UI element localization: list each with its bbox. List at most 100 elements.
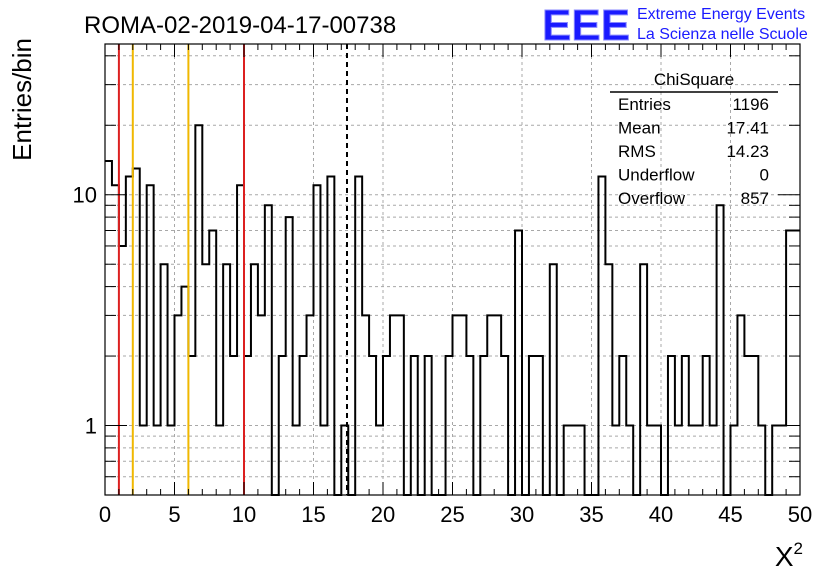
histogram-bin [793, 230, 800, 495]
histogram-bin [202, 264, 209, 495]
histogram-bin [453, 315, 460, 495]
histogram-bin [675, 426, 682, 495]
histogram-bin [195, 125, 202, 495]
stats-row-label: Mean [618, 119, 661, 138]
stats-row-value: 0 [760, 166, 769, 185]
stats-row-label: Underflow [618, 166, 695, 185]
eee-logo-mark: EEE [542, 1, 630, 50]
histogram-bin [682, 356, 689, 495]
x-tick-label: 20 [371, 502, 395, 527]
histogram-bin [140, 426, 147, 495]
histogram-bin [612, 426, 619, 495]
histogram-bin [293, 426, 300, 495]
x-tick-label: 30 [510, 502, 534, 527]
x-tick-label: 0 [99, 502, 111, 527]
histogram-bin [640, 264, 647, 495]
histogram-bin [689, 426, 696, 495]
histogram-bin [279, 356, 286, 495]
histogram-bin [480, 356, 487, 495]
histogram-bin [223, 264, 230, 495]
histogram-bin [786, 230, 793, 495]
y-tick-label: 1 [85, 414, 97, 439]
histogram-bin [175, 315, 182, 495]
histogram-bin [744, 356, 751, 495]
histogram-bin [605, 264, 612, 495]
stats-row-value: 1196 [732, 95, 769, 114]
histogram-bin [571, 426, 578, 495]
stats-row-value: 14.23 [726, 142, 769, 161]
histogram-bin [286, 217, 293, 495]
histogram-bin [668, 356, 675, 495]
x-tick-label: 35 [579, 502, 603, 527]
histogram-bin [487, 315, 494, 495]
histogram-bin [209, 230, 216, 495]
histogram-bin [710, 426, 717, 495]
stats-box: ChiSquare Entries 1196 Mean 17.41 RMS 14.23 Un… [610, 70, 778, 208]
histogram-bin [397, 315, 404, 495]
histogram-bin [758, 426, 765, 495]
histogram-bin [237, 185, 244, 495]
histogram-bin [230, 356, 237, 495]
histogram-bin [265, 205, 272, 495]
grid [105, 44, 800, 495]
histogram-bin [327, 176, 334, 495]
histogram-bin [494, 315, 501, 495]
x-tick-label: 5 [168, 502, 180, 527]
histogram-bin [154, 426, 161, 495]
histogram-bin [717, 205, 724, 495]
histogram-bin [216, 426, 223, 495]
axis-ticks: 0 5 10 15 20 25 30 35 40 45 50 1 10 [73, 44, 812, 527]
x-tick-label: 45 [718, 502, 742, 527]
histogram-bin [320, 426, 327, 495]
histogram-bin [307, 315, 314, 495]
histogram-bin [654, 426, 661, 495]
histogram-bin [446, 356, 453, 495]
stats-row-label: Entries [618, 95, 671, 114]
histogram-bin [161, 264, 168, 495]
histogram-bin [466, 356, 473, 495]
histogram-bin [300, 356, 307, 495]
histogram-bin [105, 161, 112, 495]
histogram-bin [119, 246, 126, 495]
chart-title: ROMA-02-2019-04-17-00738 [84, 12, 396, 39]
histogram-bin [390, 315, 397, 495]
y-axis-label: Entries/bin [7, 38, 37, 161]
stats-row-label: Overflow [618, 189, 686, 208]
histogram-bin [696, 426, 703, 495]
histogram-bin [181, 287, 188, 495]
histogram-bin [626, 426, 633, 495]
stats-row-label: RMS [618, 142, 656, 161]
x-tick-label: 25 [440, 502, 464, 527]
stats-row-value: 17.41 [726, 119, 769, 138]
histogram-bin [411, 356, 418, 495]
histogram-bin [355, 176, 362, 495]
histogram-bin [550, 264, 557, 495]
histogram-bin [529, 356, 536, 495]
histogram-bin [244, 356, 251, 495]
histogram-bin [425, 356, 432, 495]
histogram-bin [112, 185, 119, 495]
histogram-bin [258, 315, 265, 495]
histogram-bin [598, 176, 605, 495]
eee-logo-line1: Extreme Energy Events [637, 6, 805, 23]
x-tick-label: 15 [301, 502, 325, 527]
histogram-bin [459, 315, 466, 495]
histogram-bin [515, 230, 522, 495]
histogram-bin [362, 315, 369, 495]
histogram-bin [369, 356, 376, 495]
x-tick-label: 50 [788, 502, 812, 527]
histogram-bin [564, 426, 571, 495]
histogram-bin [133, 168, 140, 495]
x-tick-label: 10 [232, 502, 256, 527]
histogram-bin [647, 426, 654, 495]
histogram-bin [314, 185, 321, 495]
histogram-bin [731, 426, 738, 495]
histogram-bin [126, 176, 133, 495]
stats-rows: Entries 1196 Mean 17.41 RMS 14.23 Underflow 0 Ov… [618, 95, 769, 208]
histogram-bin [578, 426, 585, 495]
histogram-bin [619, 356, 626, 495]
histogram-bin [188, 356, 195, 495]
histogram-bin [737, 315, 744, 495]
eee-logo: EEE Extreme Energy Events La Scienza nel… [542, 1, 808, 51]
